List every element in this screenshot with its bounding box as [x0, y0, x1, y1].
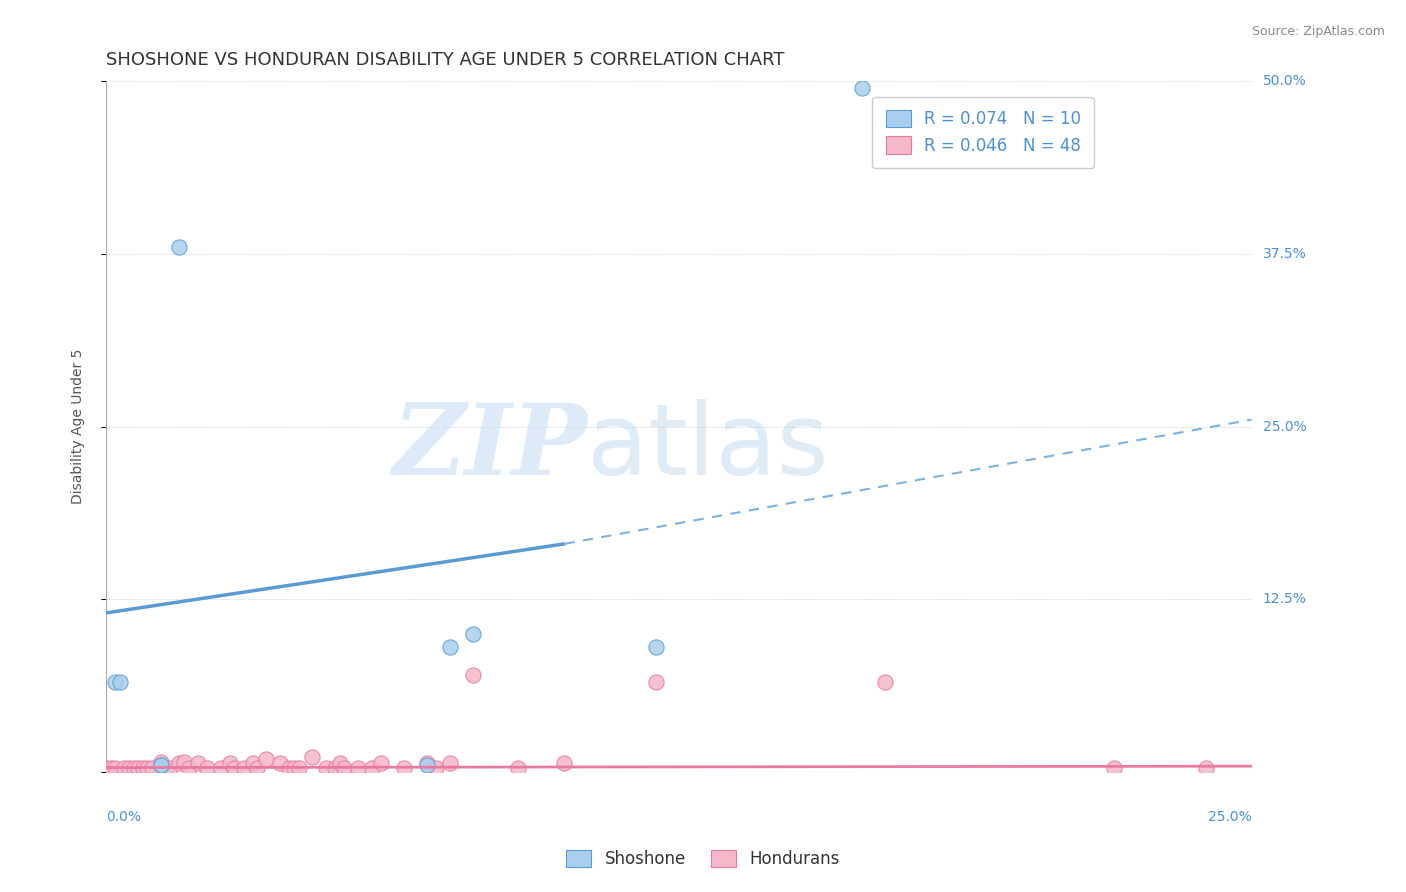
Text: 0.0%: 0.0% [105, 810, 141, 823]
Point [256, 752, 278, 766]
Point [508, 760, 530, 774]
Legend: R = 0.074   N = 10, R = 0.046   N = 48: R = 0.074 N = 10, R = 0.046 N = 48 [872, 96, 1094, 168]
Point [136, 760, 159, 774]
Point [187, 756, 209, 771]
Point [333, 760, 356, 774]
Text: 12.5%: 12.5% [1263, 592, 1306, 607]
Point [315, 760, 337, 774]
Point [112, 760, 135, 774]
Point [851, 81, 873, 95]
Point [461, 626, 484, 640]
Point [287, 760, 309, 774]
Point [132, 760, 155, 774]
Point [392, 760, 415, 774]
Point [108, 675, 131, 690]
Point [873, 675, 896, 690]
Point [1195, 760, 1218, 774]
Point [269, 756, 291, 771]
Point [169, 756, 191, 771]
Point [425, 760, 447, 774]
Point [104, 675, 127, 690]
Point [347, 760, 370, 774]
Point [360, 760, 382, 774]
Point [104, 760, 127, 774]
Point [224, 760, 246, 774]
Point [242, 756, 264, 771]
Text: 50.0%: 50.0% [1263, 74, 1306, 88]
Point [118, 760, 141, 774]
Point [329, 756, 352, 771]
Point [301, 749, 323, 764]
Point [416, 757, 439, 772]
Text: 25.0%: 25.0% [1208, 810, 1251, 823]
Point [209, 760, 232, 774]
Point [122, 760, 145, 774]
Text: 37.5%: 37.5% [1263, 247, 1306, 261]
Point [150, 755, 173, 769]
Point [177, 760, 200, 774]
Point [155, 760, 177, 774]
Point [645, 640, 668, 655]
Point [246, 760, 269, 774]
Legend: Shoshone, Hondurans: Shoshone, Hondurans [560, 843, 846, 875]
Point [173, 755, 195, 769]
Point [645, 675, 668, 690]
Text: SHOSHONE VS HONDURAN DISABILITY AGE UNDER 5 CORRELATION CHART: SHOSHONE VS HONDURAN DISABILITY AGE UNDE… [105, 51, 785, 69]
Point [195, 760, 218, 774]
Text: ZIP: ZIP [392, 399, 588, 495]
Point [553, 756, 575, 771]
Point [141, 760, 163, 774]
Text: 25.0%: 25.0% [1263, 419, 1306, 434]
Point [232, 760, 254, 774]
Point [439, 756, 461, 771]
Point [323, 760, 346, 774]
Point [100, 760, 122, 774]
Text: atlas: atlas [588, 399, 830, 496]
Y-axis label: Disability Age Under 5: Disability Age Under 5 [72, 349, 86, 504]
Point [169, 240, 191, 254]
Point [461, 668, 484, 682]
Point [150, 757, 173, 772]
Point [159, 760, 181, 774]
Point [127, 760, 149, 774]
Point [283, 760, 305, 774]
Point [439, 640, 461, 655]
Point [1102, 760, 1125, 774]
Point [416, 756, 439, 771]
Point [150, 757, 173, 772]
Point [278, 760, 301, 774]
Text: Source: ZipAtlas.com: Source: ZipAtlas.com [1251, 25, 1385, 38]
Point [218, 756, 240, 771]
Point [370, 756, 392, 771]
Point [94, 760, 117, 774]
